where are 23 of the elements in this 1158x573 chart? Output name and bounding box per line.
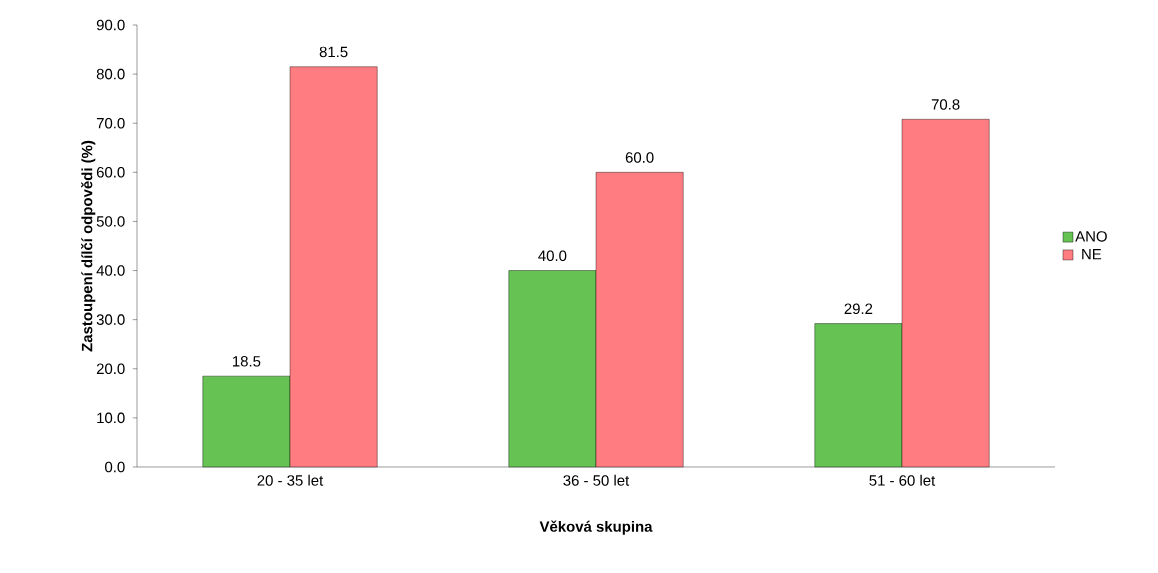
data-label: 81.5 (319, 46, 348, 58)
y-tick-label: 30.0 (96, 314, 125, 325)
y-tick-label: 10.0 (97, 412, 125, 424)
x-tick-label: 20 - 35 let (257, 474, 324, 486)
y-axis-title: Zastoupení dílčí odpovědi (%) (81, 140, 96, 352)
y-tick-label: 90.0 (96, 19, 125, 31)
y-tick-label: 20.0 (96, 363, 125, 375)
y-tick-label: 40.0 (96, 265, 125, 276)
data-label: 18.5 (233, 356, 261, 367)
y-tick-label: 80.0 (96, 68, 125, 80)
data-label: 40.0 (538, 250, 567, 262)
data-label: 60.0 (625, 152, 654, 163)
x-tick-label: 51 - 60 let (869, 474, 936, 486)
legend-label: NE (1082, 249, 1102, 260)
data-label: 70.8 (931, 99, 960, 110)
y-tick-label: 0.0 (105, 461, 125, 473)
y-tick-label: 60.0 (96, 167, 125, 178)
x-axis-title: Věková skupina (539, 520, 653, 535)
legend-label: ANO (1075, 231, 1107, 242)
y-tick-label: 70.0 (96, 117, 125, 129)
y-tick-label: 50.0 (96, 216, 125, 227)
data-label: 29.2 (844, 303, 873, 315)
x-tick-label: 36 - 50 let (563, 474, 630, 486)
